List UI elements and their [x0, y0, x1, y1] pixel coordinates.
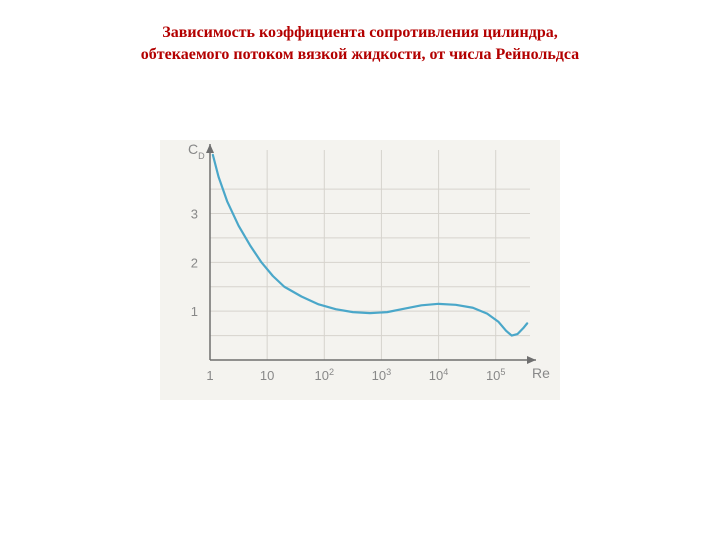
svg-text:Re: Re: [532, 365, 550, 381]
chart-title: Зависимость коэффициента сопротивления ц…: [100, 22, 620, 65]
svg-text:1: 1: [206, 368, 213, 383]
title-line1: Зависимость коэффициента сопротивления ц…: [100, 22, 620, 44]
chart-container: 123110102103104105CDRe: [160, 140, 560, 400]
svg-text:1: 1: [191, 304, 198, 319]
chart-svg: 123110102103104105CDRe: [160, 140, 560, 400]
title-line2: обтекаемого потоком вязкой жидкости, от …: [100, 44, 620, 66]
svg-text:2: 2: [191, 255, 198, 270]
svg-text:10: 10: [260, 368, 274, 383]
svg-text:3: 3: [191, 206, 198, 221]
